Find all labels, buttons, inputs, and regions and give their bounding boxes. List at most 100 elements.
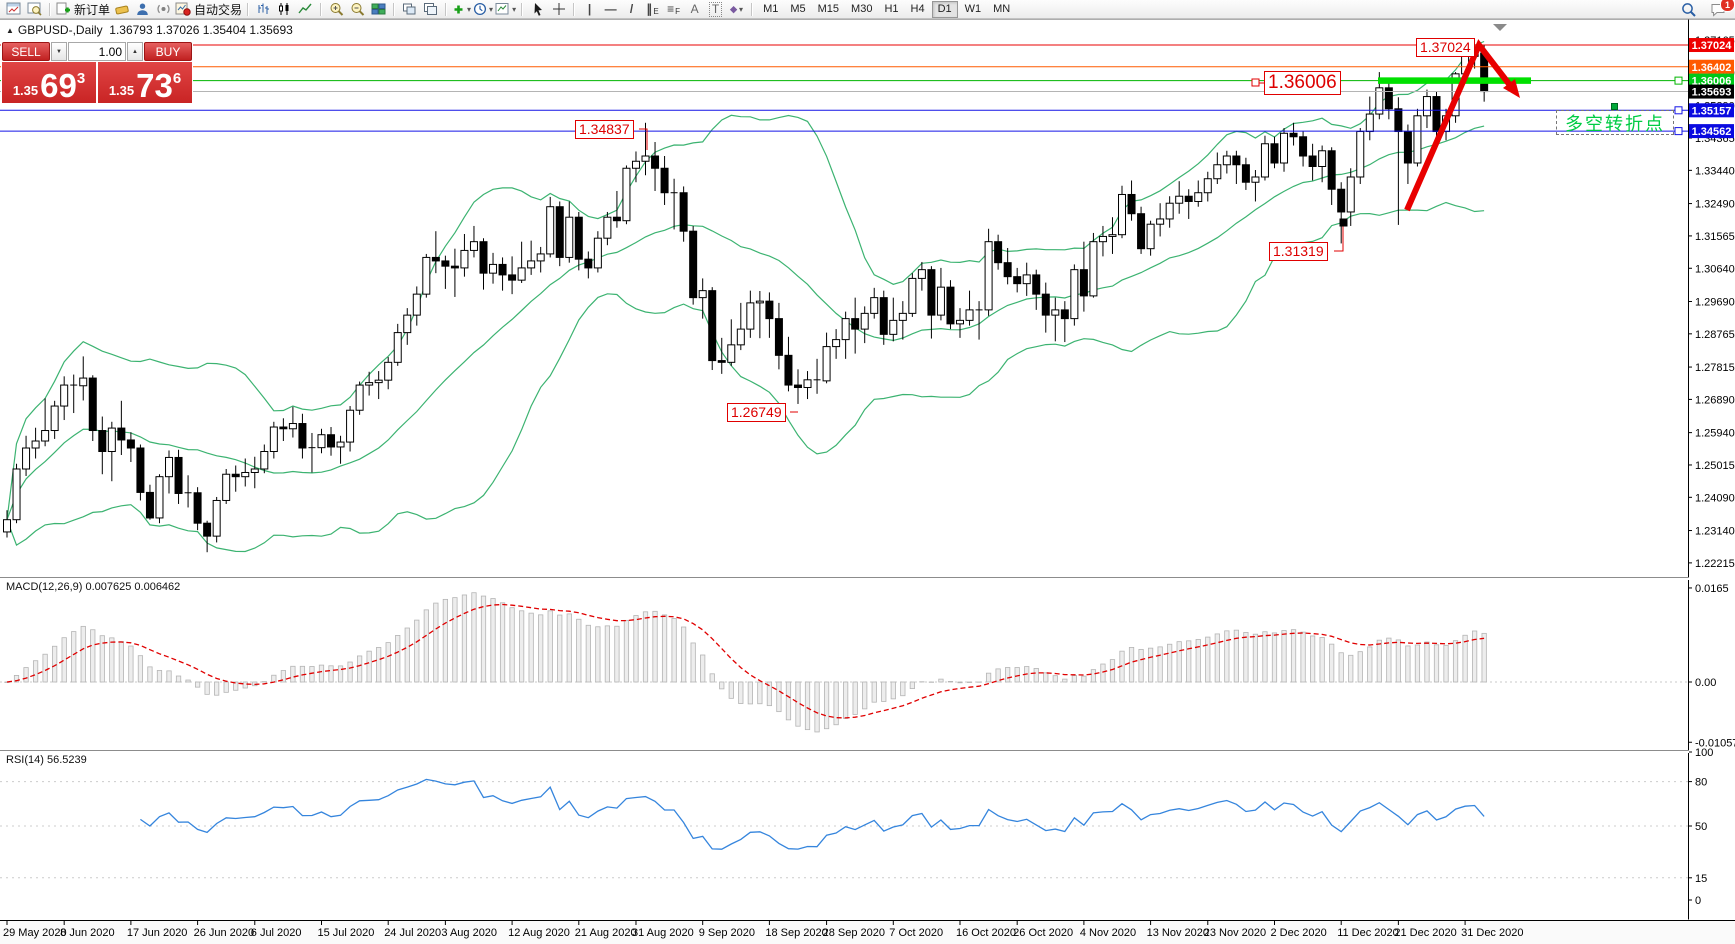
macd-histogram-bar [376,647,382,683]
collapse-icon[interactable]: ▲ [6,26,14,35]
shapes-tool-button[interactable]: ◆ ▾ [727,1,746,18]
arrange-windows-button[interactable] [400,1,419,18]
timeframe-MN[interactable]: MN [993,3,1011,15]
bar-chart-button[interactable] [254,1,273,18]
candle-body [1032,274,1041,295]
volume-up-button[interactable]: ▲ [127,42,143,61]
new-order-button[interactable]: 新订单 [56,1,110,18]
buy-button[interactable]: BUY [144,42,192,61]
text-label-tool-button[interactable]: T [706,1,725,18]
macd-histogram-bar [1071,675,1077,683]
candle-body [31,440,40,449]
timeframe-M5[interactable]: M5 [790,3,806,15]
macd-signal-line [6,603,1485,719]
zoom-in-button[interactable] [327,1,346,18]
panel-divider-macd[interactable] [0,577,1689,580]
candle-body [22,447,31,470]
timeframe-M1[interactable]: M1 [763,3,779,15]
price-badge-label: 1.35693 [1692,87,1732,99]
zoom-out-button[interactable] [348,1,367,18]
profiles-button[interactable] [25,1,44,18]
date-label: 6 Jul 2020 [251,927,302,939]
timeframe-M30[interactable]: M30 [851,3,873,15]
candle-body [631,160,640,169]
candle-body [1422,96,1431,117]
fibonacci-tool-button[interactable]: ≡ F [664,1,683,18]
candle-body [260,451,269,470]
macd-histogram-bar [1005,667,1011,683]
line-chart-button[interactable] [296,1,315,18]
volume-down-button[interactable]: ▼ [51,42,67,61]
macd-histogram-bar [318,664,325,683]
price-label-annotation[interactable]: 1.26749 [727,403,786,422]
price-label-annotation[interactable]: 1.36006 [1264,71,1341,95]
candle-body [365,382,374,386]
timeframe-D1[interactable]: D1 [931,0,958,18]
bollinger-middle [6,125,1485,520]
macd-histogram-bar [757,681,763,705]
buy-price-big: 73 [136,67,173,104]
cascade-windows-button[interactable] [421,1,440,18]
macd-tick-label: 0.0165 [1695,583,1729,595]
candlestick-chart-button[interactable] [275,1,294,18]
timeframe-W1[interactable]: W1 [964,3,982,15]
horizontal-line-tool-button[interactable]: — [601,1,620,18]
macd-histogram-bar [528,612,534,683]
market-watch-button[interactable] [112,1,131,18]
auto-trading-button[interactable]: 自动交易 [175,1,242,18]
timeframe-H1[interactable]: H1 [884,3,899,15]
date-axis-bar [0,920,1735,944]
templates-button[interactable]: ▾ [495,1,516,18]
panel-divider-rsi[interactable] [0,750,1689,753]
line-anchor-handle [1674,106,1683,115]
vertical-line-tool-button[interactable]: | [580,1,599,18]
turning-point-handle[interactable] [1611,103,1618,110]
signal-icon [157,4,170,14]
add-indicator-button[interactable]: ▾ [452,1,471,18]
macd-histogram-bar [690,642,696,683]
candle-body [231,473,240,478]
chevron-down-icon: ▾ [489,4,494,14]
navigator-button[interactable] [133,1,152,18]
price-label-annotation[interactable]: 1.37024 [1416,38,1475,57]
turning-point-text[interactable]: 多空转折点 [1556,110,1674,135]
search-button[interactable] [1679,1,1698,18]
price-badge [1689,38,1734,53]
price-label-annotation[interactable]: 1.34837 [575,120,634,139]
buy-price-display[interactable]: 1.35 73 6 [98,62,192,103]
spin-down-icon: ▼ [56,48,62,55]
chat-button[interactable]: 1 [1709,0,1735,18]
macd-histogram-bar [576,618,582,683]
price-tick-label: 1.23140 [1695,526,1735,538]
macd-histogram-bar [147,666,153,683]
macd-histogram-bar [538,614,544,683]
macd-histogram-bar [719,681,725,690]
candle-body [145,491,154,519]
sell-price-display[interactable]: 1.35 69 3 [2,62,96,103]
candle-body [393,332,402,363]
sell-button[interactable]: SELL [2,42,50,61]
channel-tool-button[interactable]: ∥ E [643,1,662,18]
macd-histogram-bar [890,681,896,700]
tile-windows-button[interactable] [369,1,388,18]
macd-histogram-bar [557,614,563,683]
candle-body [460,249,469,269]
price-tick-label: 1.22215 [1695,558,1735,570]
macd-histogram-bar [1243,632,1249,683]
macd-histogram-bar [1452,640,1459,683]
candle-body [155,476,164,519]
text-tool-button[interactable]: A [685,1,704,18]
new-chart-button[interactable] [4,1,23,18]
cursor-tool-button[interactable] [528,1,547,18]
periods-button[interactable]: ▾ [473,1,493,18]
price-label-annotation[interactable]: 1.31319 [1269,242,1328,261]
trendline-tool-button[interactable]: / [622,1,641,18]
crosshair-tool-button[interactable] [549,1,568,18]
timeframe-M15[interactable]: M15 [817,3,840,15]
timeframe-H4[interactable]: H4 [910,3,925,15]
zoom-out-icon [351,2,364,16]
signals-button[interactable] [154,1,173,18]
macd-histogram-bar [499,602,506,683]
volume-input[interactable] [68,42,126,61]
